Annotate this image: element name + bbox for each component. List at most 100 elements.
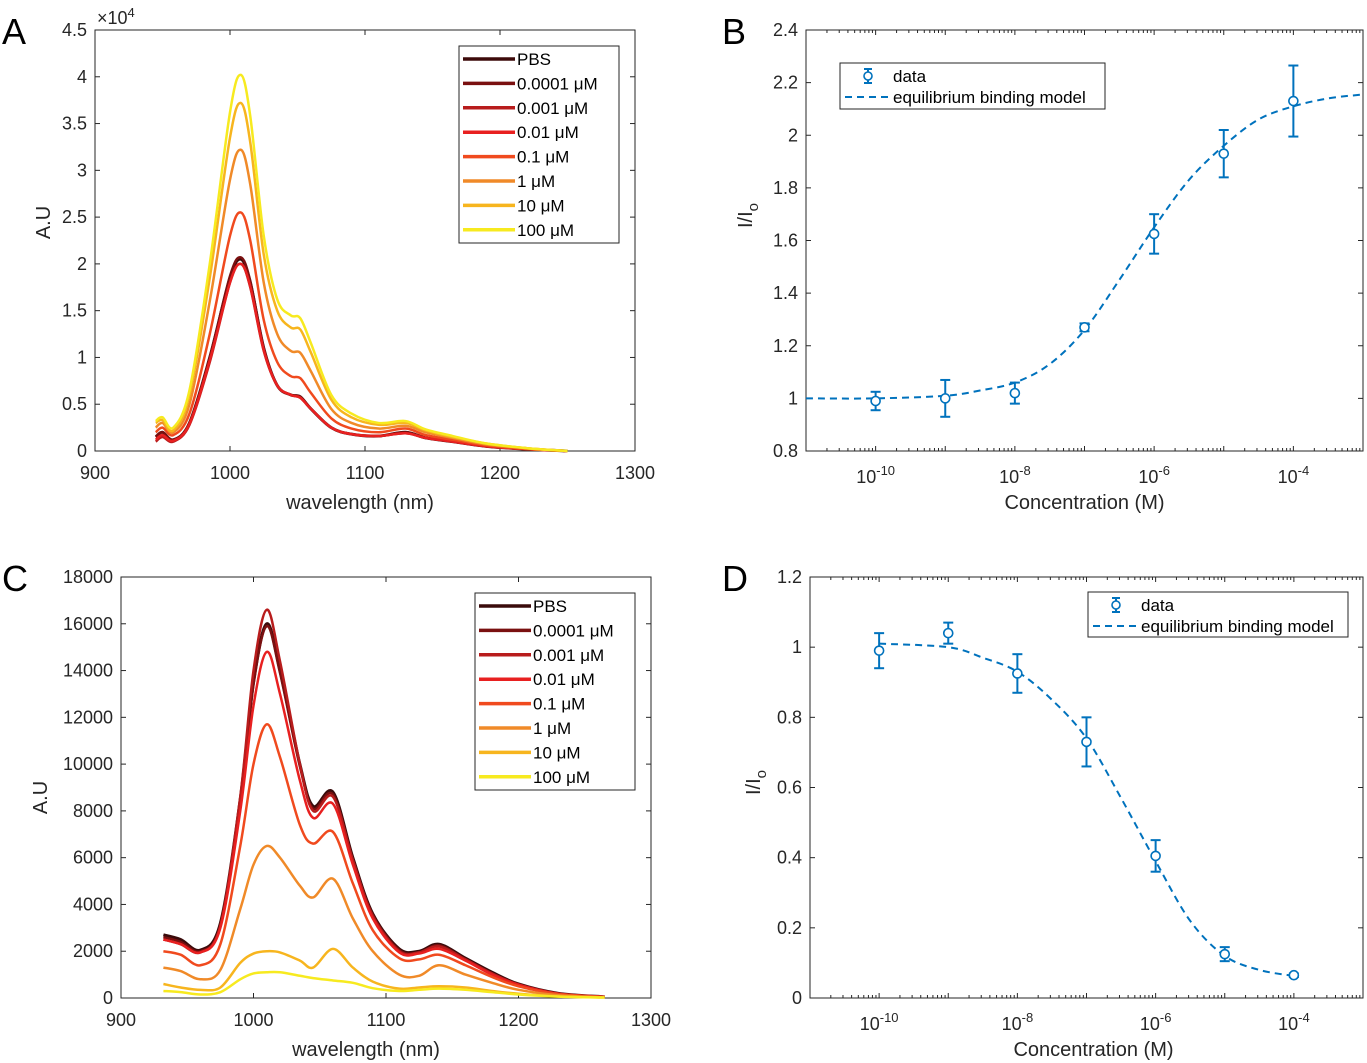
x-tick-label: 900 bbox=[106, 1010, 136, 1030]
x-axis-label: wavelength (nm) bbox=[285, 492, 434, 514]
panel-letter: B bbox=[722, 11, 746, 52]
x-tick-exponent: -10 bbox=[876, 463, 895, 478]
legend-label: 0.01 μM bbox=[517, 123, 579, 142]
x-tick-exponent: -8 bbox=[1022, 1010, 1034, 1025]
data-marker bbox=[1218, 148, 1230, 159]
y-tick-label: 4.5 bbox=[62, 20, 87, 40]
data-marker bbox=[1009, 387, 1021, 399]
legend-box bbox=[1087, 591, 1349, 638]
series-line bbox=[163, 844, 605, 999]
y-tick-label: 10000 bbox=[63, 754, 113, 774]
data-point bbox=[1219, 946, 1231, 963]
x-axis-label: Concentration (M) bbox=[1013, 1039, 1173, 1061]
plot-area bbox=[163, 608, 605, 999]
x-tick-base: 10 bbox=[1138, 467, 1158, 487]
y-exponent-label: ×104 bbox=[97, 5, 135, 28]
plot-area bbox=[154, 73, 568, 453]
data-point bbox=[873, 632, 885, 670]
y-tick-label: 1 bbox=[792, 637, 802, 657]
legend-box bbox=[458, 45, 620, 244]
x-tick-base: 10 bbox=[1278, 1014, 1298, 1034]
series-line bbox=[163, 947, 605, 999]
y-tick-label: 0.5 bbox=[62, 394, 87, 414]
data-marker bbox=[1148, 228, 1160, 240]
panel-c: C 0 2000 4000 6000 8000 10000 12000 14000 16000 18… bbox=[2, 558, 671, 1061]
legend-box bbox=[474, 592, 636, 791]
y-tick-label: 2.2 bbox=[773, 73, 798, 93]
panel-a: A 0 0.5 1 1.5 2 2.5 3 3.5 4 4.5 900 1000 1100 1200 1300… bbox=[2, 5, 655, 514]
y-exponent-power: 4 bbox=[128, 5, 135, 20]
x-tick-label: 1000 bbox=[210, 463, 250, 483]
legend-marker-icon bbox=[1111, 600, 1121, 610]
x-tick-base: 10 bbox=[1002, 1014, 1022, 1034]
y-axis-label-sub: o bbox=[753, 770, 770, 778]
panel-letter: C bbox=[2, 558, 28, 599]
legend-label-data: data bbox=[893, 67, 927, 86]
y-tick-label: 1.2 bbox=[777, 567, 802, 587]
x-tick-base: 10 bbox=[1278, 467, 1298, 487]
x-tick-label: 10-10 bbox=[856, 463, 895, 487]
legend-label: PBS bbox=[517, 50, 551, 69]
panel-letter: D bbox=[722, 558, 748, 599]
x-tick-label: 1100 bbox=[346, 463, 385, 483]
x-tick-base: 10 bbox=[856, 467, 876, 487]
y-tick-label: 1.8 bbox=[773, 178, 798, 198]
legend-label: 10 μM bbox=[517, 196, 565, 215]
x-tick-label: 10-4 bbox=[1278, 1010, 1310, 1034]
x-tick-label: 1200 bbox=[480, 463, 520, 483]
y-tick-label: 0.8 bbox=[773, 441, 798, 461]
y-tick-label: 2.5 bbox=[62, 207, 87, 227]
y-tick-label: 0.6 bbox=[777, 778, 802, 798]
x-tick-label: 10-8 bbox=[999, 463, 1031, 487]
axes: 00.20.40.60.811.210-10 10-8 10-6 10-4Concen… bbox=[743, 567, 1364, 1061]
y-tick-label: 14000 bbox=[63, 661, 113, 681]
legend-label: 1 μM bbox=[517, 172, 555, 191]
data-marker bbox=[1288, 969, 1300, 981]
y-axis-label-sub: o bbox=[745, 203, 762, 211]
legend: PBS 0.0001 μM 0.001 μM 0.01 μM 0.1 μM 1 μM 10 … bbox=[474, 592, 636, 791]
data-point bbox=[1148, 213, 1160, 255]
y-tick-label: 2 bbox=[77, 254, 87, 274]
y-axis-label: A.U bbox=[30, 781, 52, 814]
data-point bbox=[939, 378, 951, 418]
series-line bbox=[154, 262, 568, 453]
data-point bbox=[1218, 128, 1230, 179]
legend: data equilibrium binding model bbox=[1087, 591, 1349, 638]
axes: 0 0.5 1 1.5 2 2.5 3 3.5 4 4.5 900 1000 1100 1200 1300 w… bbox=[33, 5, 655, 514]
legend-label: 0.1 μM bbox=[517, 148, 569, 167]
y-tick-label: 12000 bbox=[63, 707, 113, 727]
legend-label: 0.001 μM bbox=[533, 646, 604, 665]
legend-label: 0.0001 μM bbox=[533, 621, 614, 640]
series-line bbox=[163, 723, 605, 999]
x-tick-label: 10-6 bbox=[1138, 463, 1170, 487]
x-tick-base: 10 bbox=[860, 1014, 880, 1034]
panel-d: D00.20.40.60.811.210-10 10-8 10-6 10-4Conce… bbox=[722, 558, 1364, 1061]
legend-label: 1 μM bbox=[533, 719, 571, 738]
x-tick-label: 10-8 bbox=[1002, 1010, 1034, 1034]
data-marker bbox=[1079, 322, 1090, 333]
legend: data equilibrium binding model bbox=[839, 62, 1106, 110]
y-tick-label: 16000 bbox=[63, 614, 113, 634]
data-point bbox=[1009, 381, 1021, 405]
y-tick-label: 4 bbox=[77, 67, 87, 87]
model-curve bbox=[879, 642, 1295, 977]
y-tick-label: 1.6 bbox=[773, 231, 798, 251]
x-tick-label: 1200 bbox=[498, 1010, 538, 1030]
legend-label-model: equilibrium binding model bbox=[893, 88, 1086, 107]
x-tick-exponent: -4 bbox=[1298, 1010, 1310, 1025]
y-tick-label: 1 bbox=[77, 347, 87, 367]
data-marker bbox=[1288, 95, 1299, 107]
y-tick-label: 4000 bbox=[73, 894, 113, 914]
y-axis-label-main: I/I bbox=[743, 778, 765, 795]
y-tick-label: 2 bbox=[788, 125, 798, 145]
y-tick-label: 1.2 bbox=[773, 336, 798, 356]
y-axis-label: A.U bbox=[33, 206, 55, 239]
model-curve bbox=[805, 93, 1364, 400]
x-tick-exponent: -8 bbox=[1019, 463, 1031, 478]
y-tick-label: 1.5 bbox=[62, 301, 87, 321]
series-line bbox=[154, 73, 568, 453]
legend-label: 100 μM bbox=[533, 768, 590, 787]
legend: PBS 0.0001 μM 0.001 μM 0.01 μM 0.1 μM 1 μM 10 … bbox=[458, 45, 620, 244]
data-point bbox=[942, 621, 954, 645]
